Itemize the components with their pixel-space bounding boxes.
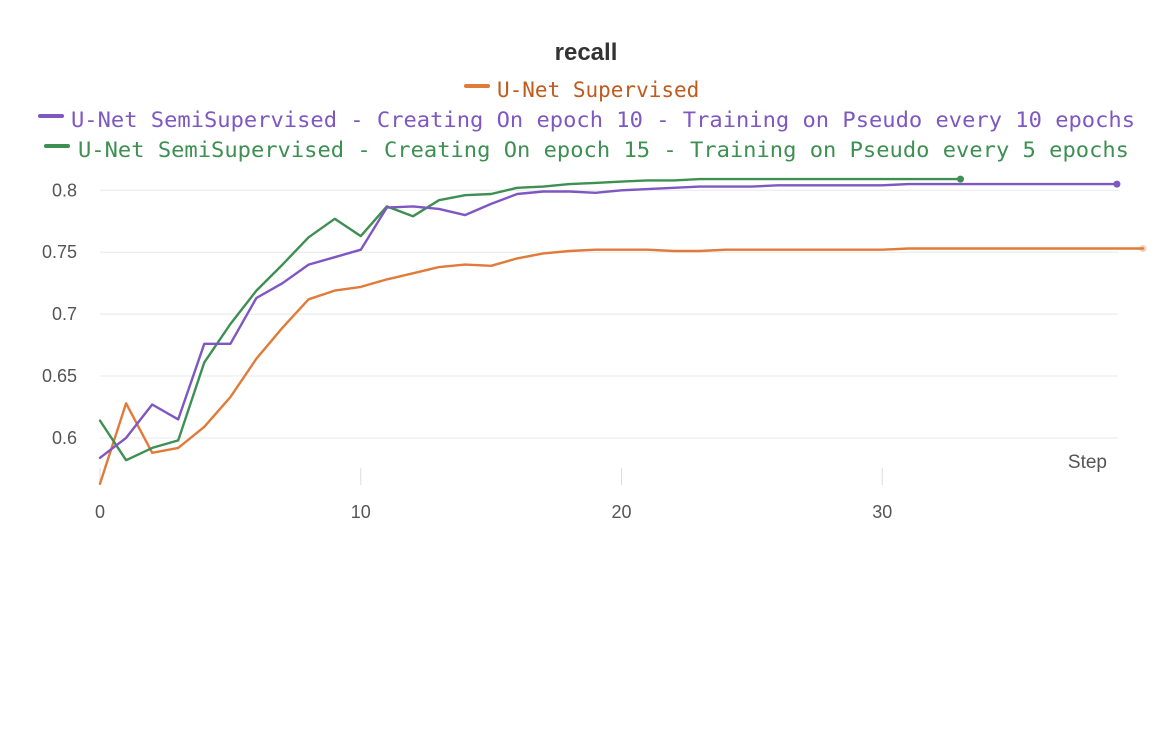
legend: U-Net Supervised U-Net SemiSupervised - …	[38, 78, 1135, 162]
series-line-semi-epoch15[interactable]	[98, 177, 962, 462]
x-tick-label: 30	[872, 502, 892, 522]
series-lines	[98, 177, 1145, 485]
y-tick-label: 0.75	[42, 242, 77, 262]
legend-label-semi-epoch10: U-Net SemiSupervised - Creating On epoch…	[71, 108, 1135, 132]
y-axis-ticks: 0.6 0.65 0.7 0.75 0.8	[42, 180, 77, 448]
chart-title: recall	[555, 39, 618, 66]
x-tick-label: 0	[95, 502, 105, 522]
series-line-supervised[interactable]	[98, 247, 1145, 485]
legend-entry-semi-epoch10[interactable]: U-Net SemiSupervised - Creating On epoch…	[38, 108, 1135, 132]
series-end-point-supervised	[1139, 244, 1147, 252]
series-end-point-semi-epoch15	[956, 175, 964, 183]
x-tick-label: 10	[351, 502, 371, 522]
x-tick-label: 20	[611, 502, 631, 522]
x-axis-ticks: 0 10 20 30	[95, 468, 892, 522]
y-tick-label: 0.65	[42, 366, 77, 386]
series-end-point-semi-epoch10	[1113, 180, 1121, 188]
legend-label-semi-epoch15: U-Net SemiSupervised - Creating On epoch…	[78, 138, 1129, 162]
y-tick-label: 0.8	[52, 180, 77, 200]
legend-label-supervised: U-Net Supervised	[497, 78, 699, 102]
y-tick-label: 0.6	[52, 428, 77, 448]
legend-entry-supervised[interactable]: U-Net Supervised	[464, 78, 699, 102]
y-tick-label: 0.7	[52, 304, 77, 324]
legend-entry-semi-epoch15[interactable]: U-Net SemiSupervised - Creating On epoch…	[44, 138, 1129, 162]
x-axis-label: Step	[1068, 452, 1107, 473]
grid	[100, 189, 1118, 439]
series-end-markers	[956, 175, 1147, 252]
series-line-semi-epoch10[interactable]	[98, 182, 1119, 459]
